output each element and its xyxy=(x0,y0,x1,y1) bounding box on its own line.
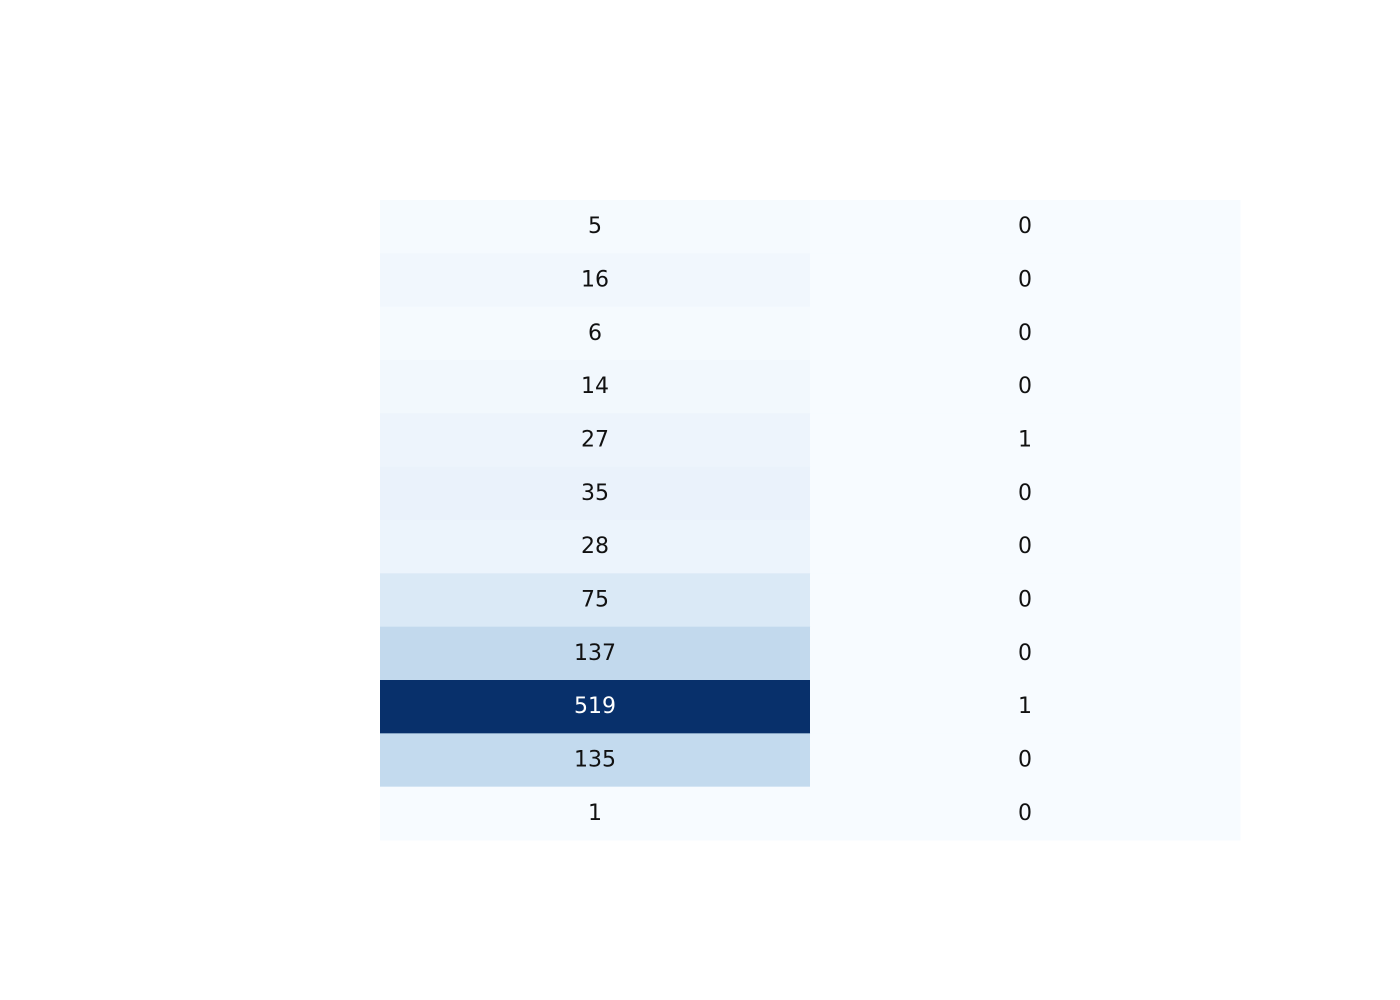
heatmap-cell-label-r10-c1: 0 xyxy=(1018,748,1032,773)
heatmap-cell-label-r4-c0: 27 xyxy=(581,428,609,453)
heatmap-cell-r4-c0 xyxy=(380,413,811,468)
heatmap-cell-r3-c0 xyxy=(380,360,811,414)
heatmap-cell-r1-c1 xyxy=(810,253,1241,308)
heatmap-cell-label-r9-c1: 1 xyxy=(1018,694,1032,719)
heatmap-cell-label-r4-c1: 1 xyxy=(1018,428,1032,453)
heatmap-cell-r2-c1 xyxy=(810,306,1241,361)
heatmap-cell-label-r5-c1: 0 xyxy=(1018,481,1032,506)
heatmap-cell-r2-c0 xyxy=(380,306,811,361)
heatmap-cell-label-r6-c1: 0 xyxy=(1018,534,1032,559)
heatmap-cell-label-r6-c0: 28 xyxy=(581,534,609,559)
heatmap-cell-label-r7-c0: 75 xyxy=(581,588,609,613)
heatmap-cell-r5-c0 xyxy=(380,466,811,521)
heatmap-cell-label-r10-c0: 135 xyxy=(574,748,616,773)
heatmap-cell-label-r8-c1: 0 xyxy=(1018,641,1032,666)
heatmap-cell-r6-c0 xyxy=(380,520,811,574)
heatmap-cell-r7-c1 xyxy=(810,573,1241,628)
heatmap-cell-label-r0-c0: 5 xyxy=(588,214,602,239)
heatmap-cell-label-r9-c0: 519 xyxy=(574,694,616,719)
heatmap-cell-r9-c1 xyxy=(810,680,1241,734)
heatmap-cell-r0-c1 xyxy=(810,200,1241,254)
heatmap-cell-r1-c0 xyxy=(380,253,811,308)
heatmap-cell-r7-c0 xyxy=(380,573,811,628)
heatmap-cell-label-r0-c1: 0 xyxy=(1018,214,1032,239)
heatmap-cell-label-r11-c1: 0 xyxy=(1018,801,1032,826)
heatmap-cell-r10-c0 xyxy=(380,733,811,788)
heatmap-cell-label-r2-c0: 6 xyxy=(588,321,602,346)
heatmap-cell-label-r1-c0: 16 xyxy=(581,268,609,293)
heatmap-cell-r5-c1 xyxy=(810,466,1241,521)
heatmap-cell-r0-c0 xyxy=(380,200,811,254)
heatmap-cell-label-r1-c1: 0 xyxy=(1018,268,1032,293)
heatmap-cell-r4-c1 xyxy=(810,413,1241,468)
heatmap-cell-r11-c1 xyxy=(810,786,1241,841)
heatmap-cell-r11-c0 xyxy=(380,786,811,841)
heatmap-cell-r8-c0 xyxy=(380,626,811,681)
heatmap-cell-label-r3-c1: 0 xyxy=(1018,374,1032,399)
heatmap-cell-label-r5-c0: 35 xyxy=(581,481,609,506)
heatmap-cell-r3-c1 xyxy=(810,360,1241,414)
heatmap-cell-label-r2-c1: 0 xyxy=(1018,321,1032,346)
heatmap-cell-label-r8-c0: 137 xyxy=(574,641,616,666)
heatmap-cell-r8-c1 xyxy=(810,626,1241,681)
heatmap-cell-r6-c1 xyxy=(810,520,1241,574)
heatmap-cell-label-r3-c0: 14 xyxy=(581,374,609,399)
heatmap-cell-r10-c1 xyxy=(810,733,1241,788)
heatmap-cell-label-r11-c0: 1 xyxy=(588,801,602,826)
heatmap-cell-r9-c0 xyxy=(380,680,811,734)
heatmap-cell-label-r7-c1: 0 xyxy=(1018,588,1032,613)
